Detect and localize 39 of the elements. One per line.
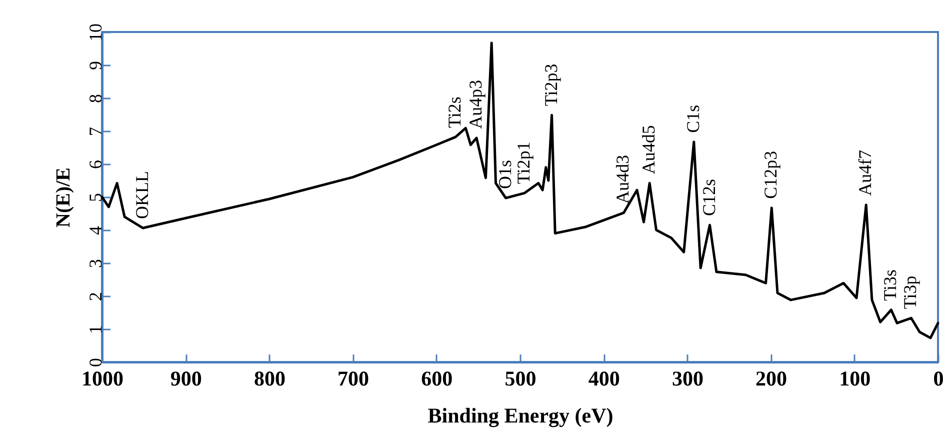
- y-tick-label: 8: [86, 94, 106, 103]
- x-tick-label: 400: [588, 366, 620, 390]
- x-tick-label: 0: [933, 366, 943, 390]
- x-tick-label: 800: [254, 366, 286, 390]
- x-tick-label: 200: [756, 366, 788, 390]
- y-tick-label: 0: [86, 358, 106, 367]
- y-tick-label: 3: [86, 259, 106, 268]
- y-tick-label: 4: [86, 226, 106, 235]
- y-tick-label: 5: [86, 193, 106, 202]
- annotation: Au4d3: [612, 154, 633, 204]
- x-tick-label: 900: [170, 366, 202, 390]
- y-tick-label: 7: [86, 127, 106, 136]
- annotation: Au4d5: [638, 125, 659, 174]
- annotation: OKLL: [132, 171, 152, 220]
- y-tick-label: 9: [86, 61, 106, 70]
- x-tick-label: 1000: [82, 366, 124, 390]
- y-tick-label: 1: [86, 325, 106, 334]
- annotation: O1s: [494, 160, 515, 189]
- x-tick-label: 300: [672, 366, 704, 390]
- x-tick-label: 700: [338, 366, 370, 390]
- x-axis-title: Binding Energy (eV): [428, 404, 614, 428]
- annotation: C1s: [682, 104, 703, 133]
- x-tick-label: 100: [839, 366, 871, 390]
- annotation: Ti2p3: [540, 64, 561, 106]
- annotation: Ti2p1: [514, 142, 534, 184]
- annotation: Ti2s: [444, 96, 465, 128]
- y-tick-label: 10: [86, 24, 106, 42]
- y-axis-title: N(E)/E: [52, 168, 74, 228]
- x-tick-label: 600: [421, 366, 453, 390]
- annotation: Ti3s: [880, 269, 900, 301]
- annotation: Au4p3: [466, 80, 486, 129]
- annotation: C12s: [698, 179, 719, 216]
- x-tick-label: 500: [504, 366, 536, 390]
- y-tick-label: 6: [86, 160, 106, 169]
- annotation: C12p3: [760, 150, 781, 199]
- annotation: Ti3p: [900, 276, 920, 310]
- line-series: [100, 42, 940, 340]
- y-tick-label: 2: [86, 292, 106, 301]
- annotation: Au4f7: [855, 150, 876, 196]
